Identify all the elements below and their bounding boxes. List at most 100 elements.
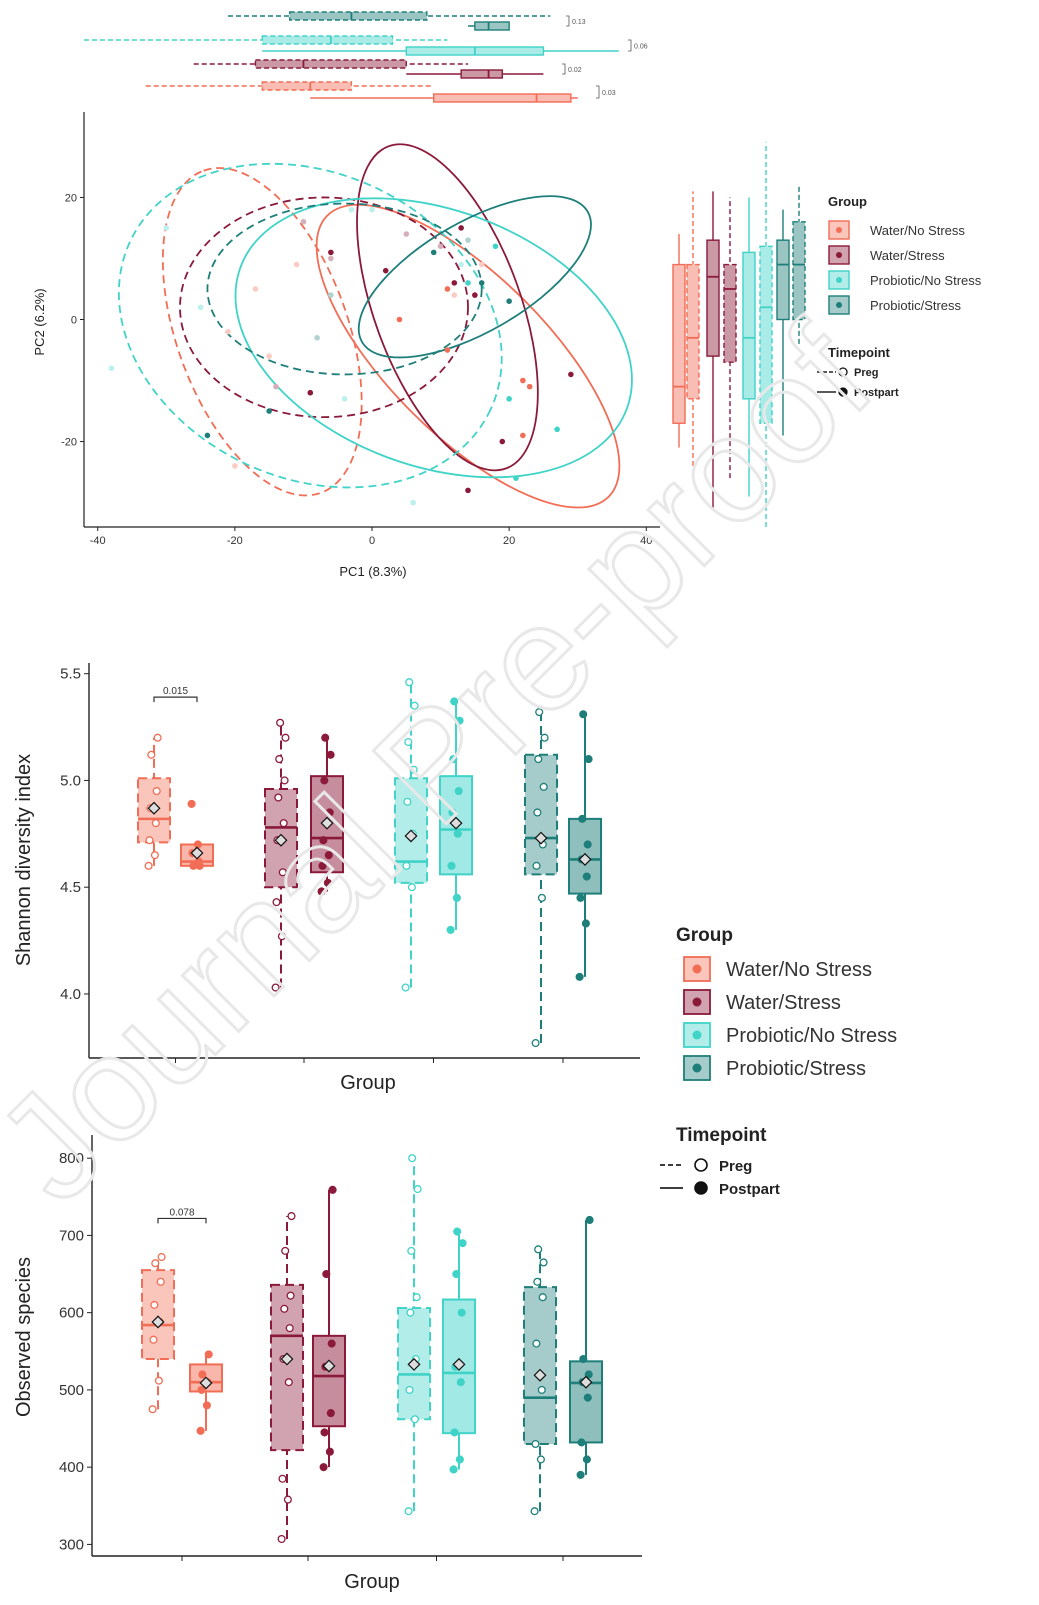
box-point: [276, 718, 285, 727]
box-point: [457, 1308, 466, 1317]
observed-y-tick-label: 600: [59, 1305, 84, 1322]
box-point: [578, 814, 587, 823]
legend-group-title: Group: [676, 925, 733, 946]
box-point: [198, 1370, 207, 1379]
box-point: [274, 793, 283, 802]
box-point: [195, 861, 204, 870]
legend-swatch-dot: [692, 1030, 702, 1040]
box-point: [326, 750, 335, 759]
observed-pvalue-label: 0.078: [169, 1207, 194, 1218]
ellipse-probiotic-stress-preg: [206, 202, 483, 376]
box-point: [584, 1370, 593, 1379]
legend-label: Postpart: [854, 387, 899, 399]
point-water-stress-postpart: [465, 487, 471, 494]
box-point: [532, 1339, 541, 1348]
box-point: [157, 1253, 166, 1262]
marg-x-pvalue: 0.02: [568, 67, 582, 74]
box-point: [204, 1350, 213, 1359]
legend-item-probiotic-stress: Probiotic/Stress: [683, 1055, 866, 1081]
box-point: [197, 1385, 206, 1394]
box-point: [537, 1385, 546, 1394]
pca-legend-item-water-stress: Water/Stress: [828, 245, 945, 265]
marg-y-box-water-stress-preg: [723, 263, 737, 363]
box-point: [533, 1277, 542, 1286]
pca-y-tick-label: 0: [71, 315, 77, 327]
box-point: [531, 1039, 540, 1048]
point-probiotic-no-stress-postpart: [513, 475, 519, 481]
box-point: [193, 840, 202, 849]
pca-legend-item-probiotic-stress: Probiotic/Stress: [828, 295, 962, 315]
shannon-box-probiotic-stress-postpart: [568, 710, 602, 981]
box-point: [576, 1470, 585, 1479]
pca-legend-timepoint-items: Preg Postpart: [817, 367, 899, 399]
marg-x-bracket: [596, 85, 600, 99]
box-point: [323, 878, 332, 887]
box-point: [583, 840, 592, 849]
box-rect: [141, 1269, 175, 1361]
box-point: [405, 678, 414, 687]
pca-legend-item-water-no-stress: Water/No Stress: [828, 220, 965, 240]
box-point: [153, 733, 162, 742]
shannon-significance-bracket: [153, 696, 198, 703]
box-point: [454, 787, 463, 796]
box-point: [530, 1507, 539, 1516]
box-point: [283, 1495, 292, 1504]
observed-box-probiotic-stress-preg: [523, 1245, 557, 1516]
box-rect: [523, 1286, 557, 1445]
point-probiotic-no-stress-preg: [348, 206, 355, 213]
box-point: [413, 1185, 422, 1194]
box-point: [450, 1428, 459, 1437]
legend-swatch-dot: [836, 227, 842, 233]
box-point: [535, 708, 544, 717]
ellipse-water-no-stress-preg: [161, 167, 363, 497]
observed-significance-bracket: [157, 1217, 207, 1224]
box-point: [449, 1465, 458, 1474]
legend-swatch-dot: [692, 964, 702, 974]
observed-box-probiotic-stress-postpart: [569, 1215, 603, 1479]
box-mean-marker: [151, 1315, 165, 1329]
point-water-stress-postpart: [328, 249, 334, 256]
pca-panel: 0.13 0.06 0.02 0.03 -40 -20 0 20 40 -20 0 20 PC1 (…: [32, 11, 806, 579]
box-mean-marker: [533, 1368, 547, 1382]
observed-y-tick-label: 300: [59, 1536, 84, 1553]
point-water-no-stress-postpart: [444, 347, 451, 353]
pca-x-tick-label: -40: [90, 535, 106, 547]
box-point: [539, 782, 548, 791]
marg-x-box-probiotic-no-stress-preg: [261, 35, 394, 45]
point-probiotic-no-stress-postpart: [506, 396, 512, 402]
legend-timepoint-title: Timepoint: [676, 1125, 767, 1146]
box-point: [406, 1308, 415, 1317]
box-point: [320, 776, 329, 785]
box-point: [401, 983, 410, 992]
box-rect: [270, 1283, 304, 1452]
box-point: [144, 861, 153, 870]
marg-x-box-probiotic-stress-postpart: [474, 21, 510, 31]
box-point: [446, 925, 455, 934]
box-point: [540, 733, 549, 742]
ellipse-water-stress-postpart: [356, 143, 539, 472]
legend-label: Probiotic/No Stress: [726, 1025, 897, 1047]
box-point: [286, 1291, 295, 1300]
marg-y-box-probiotic-stress-preg: [792, 221, 806, 321]
marg-x-box-probiotic-stress-preg: [289, 11, 428, 21]
box-point: [151, 819, 160, 828]
box-point: [285, 1324, 294, 1333]
box-point: [575, 972, 584, 981]
box-point: [455, 1455, 464, 1464]
shannon-y-tick-label: 4.0: [60, 986, 81, 1003]
box-mean-marker: [578, 852, 592, 866]
point-probiotic-no-stress-preg: [369, 206, 375, 213]
legend-swatch-dot: [692, 997, 702, 1007]
box-point: [579, 710, 588, 719]
box-point: [584, 755, 593, 764]
box-point: [278, 1474, 287, 1483]
point-probiotic-no-stress-preg: [197, 304, 204, 311]
box-point: [449, 755, 458, 764]
legend-item-probiotic-no-stress: Probiotic/No Stress: [683, 1022, 897, 1048]
pca-top-marginal-boxplots: 0.13 0.06 0.02 0.03: [84, 11, 648, 103]
point-probiotic-no-stress-postpart: [465, 280, 471, 286]
marg-x-box-water-no-stress-preg: [261, 81, 353, 91]
box-point: [534, 755, 543, 764]
point-probiotic-stress-postpart: [266, 408, 272, 414]
box-point: [328, 1185, 337, 1194]
